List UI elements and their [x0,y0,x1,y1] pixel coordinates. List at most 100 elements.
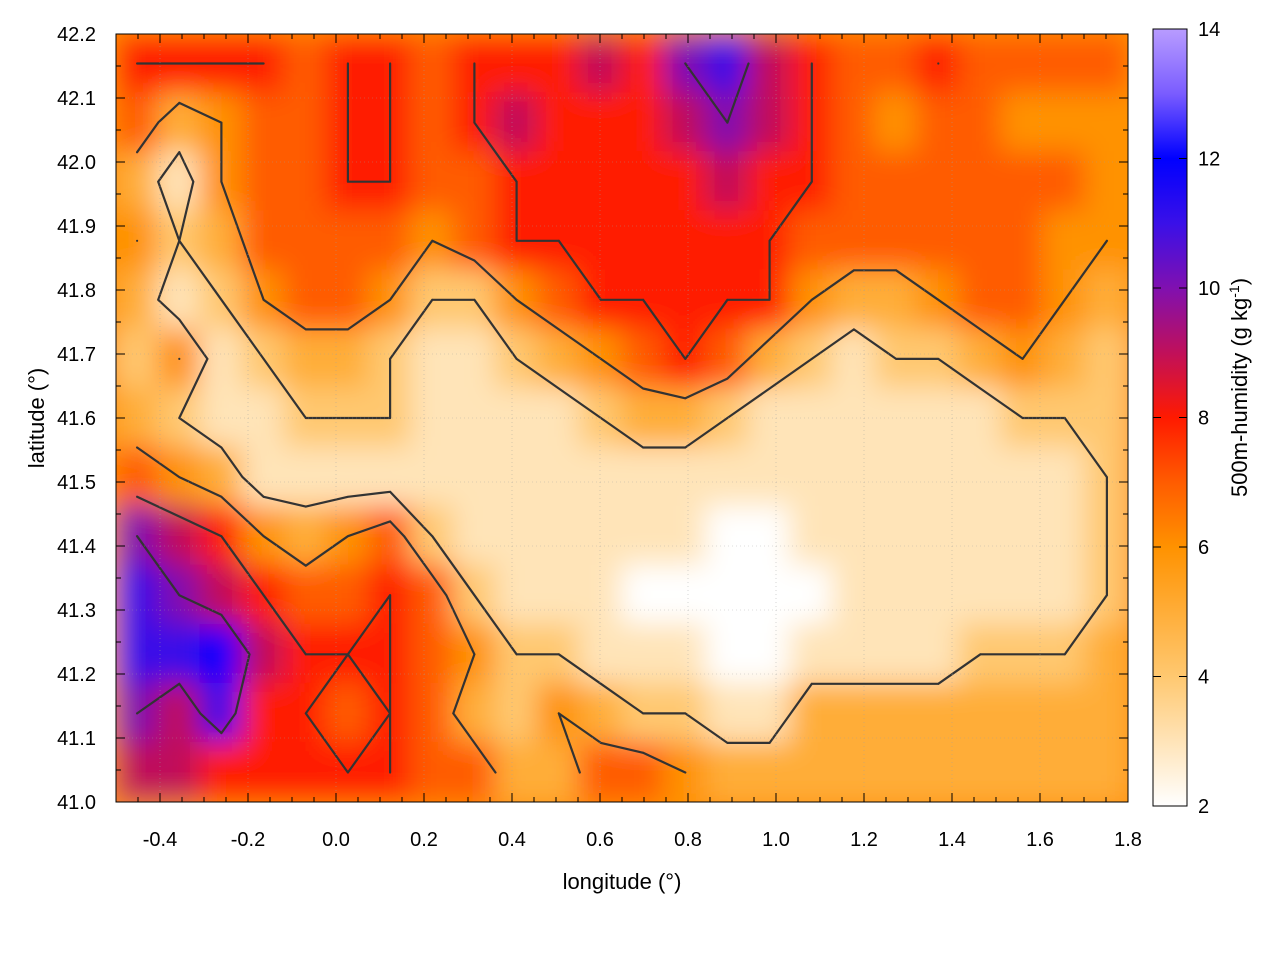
heatmap-cell [874,269,919,331]
heatmap-cell [578,151,623,213]
x-tick-label: 1.4 [938,829,966,851]
heatmap-cell [831,328,876,390]
heatmap-cell [241,151,286,213]
heatmap-cell [916,151,961,213]
contour-line [136,62,750,735]
heatmap-cell [536,328,581,390]
heatmap-cell [747,328,792,390]
heatmap-cell [578,34,623,95]
heatmap-cell [874,682,919,744]
heatmap-cell [1084,151,1128,213]
heatmap-cell [1042,505,1087,567]
heatmap-cell [410,741,455,802]
colorbar: 2 4 6 8 10 12 14 500m-humidity (g kg-1) [1152,19,1252,818]
heatmap-cell [1000,446,1045,508]
x-axis-label: longitude (°) [563,869,682,894]
heatmap-cell [831,682,876,744]
heatmap-cell [747,505,792,567]
heatmap-cell [621,564,666,626]
heatmap-cell [831,564,876,626]
heatmap-cell [789,505,834,567]
x-tick-label: 1.2 [850,829,878,851]
heatmap-cell [958,446,1003,508]
heatmap-cell [958,741,1003,802]
heatmap-cell [663,210,708,272]
heatmap-cell [1000,34,1045,95]
heatmap-cell [199,682,244,744]
heatmap-cell [663,446,708,508]
heatmap-cell [1000,741,1045,802]
heatmap-cell [874,564,919,626]
colorbar-tick-label: 6 [1198,537,1209,559]
heatmap-cell [536,446,581,508]
y-axis-label: latitude (°) [24,368,49,469]
heatmap-cell [705,682,750,744]
heatmap-cell [452,505,497,567]
y-tick-label: 41.7 [57,344,96,366]
heatmap-cell [621,741,666,802]
x-tick-label: -0.2 [231,829,265,851]
heatmap-cell [283,269,328,331]
heatmap-cell [116,328,160,390]
heatmap-cell [621,210,666,272]
heatmap-cell [1084,623,1128,685]
heatmap-cell [1042,151,1087,213]
heatmap-cell [157,682,202,744]
heatmap-cell [536,564,581,626]
heatmap-cell [116,269,160,331]
heatmap-cell [747,564,792,626]
heatmap-cell [916,446,961,508]
heatmap-cell [410,446,455,508]
heatmap-cell [874,210,919,272]
heatmap-cell [958,269,1003,331]
heatmap-cell [1084,328,1128,390]
heatmap-cell [621,151,666,213]
heatmap-cell [621,623,666,685]
heatmap-cell [116,92,160,154]
y-axis: 41.0 41.1 41.2 41.3 41.4 41.5 41.6 41.7 41.8 41.9… [57,24,1128,814]
x-tick-label: 0.8 [674,829,702,851]
heatmap-cell [410,34,455,95]
heatmap-cell [494,682,539,744]
y-tick-label: 41.1 [57,728,96,750]
heatmap-cell [536,92,581,154]
heatmap-cell [494,741,539,802]
contour-line [136,101,1108,774]
heatmap-cell [874,741,919,802]
heatmap-cell [325,682,370,744]
heatmap-cell [241,741,286,802]
heatmap-cell [494,564,539,626]
heatmap-cell [283,505,328,567]
heatmap-cell [1000,269,1045,331]
heatmap-cell [663,505,708,567]
heatmap-cell [958,505,1003,567]
heatmap-cell [874,446,919,508]
heatmap-cell [410,151,455,213]
colorbar-tick-label: 10 [1198,278,1220,300]
x-tick-label: 1.8 [1114,829,1142,851]
heatmap-cell [958,34,1003,95]
heatmap-cell [1000,151,1045,213]
heatmap-cell [157,505,202,567]
heatmap-cell [705,151,750,213]
contour-line [157,151,1108,744]
heatmap-cell [241,682,286,744]
heatmap-cell [958,564,1003,626]
heatmap-cell [831,387,876,449]
heatmap-cell [1000,505,1045,567]
heatmap-cell [116,151,160,213]
heatmap-cell [874,505,919,567]
heatmap-cell [831,92,876,154]
y-tick-label: 42.1 [57,88,96,110]
heatmap-cell [916,92,961,154]
heatmap-cell [494,505,539,567]
heatmap-cell [325,446,370,508]
heatmap-cell [747,387,792,449]
y-tick-label: 41.8 [57,280,96,302]
heatmap-cell [1042,446,1087,508]
heatmap-cell [157,741,202,802]
heatmap-cell [958,210,1003,272]
heatmap-cell [874,92,919,154]
heatmap-cell [410,682,455,744]
x-tick-label: 0.4 [498,829,526,851]
